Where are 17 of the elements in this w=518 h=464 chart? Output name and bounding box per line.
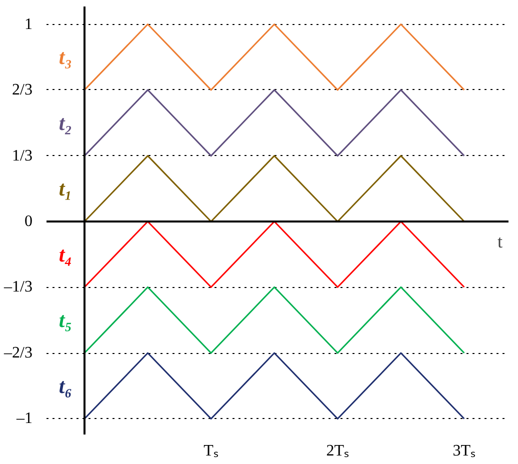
y-tick-label: 0	[24, 212, 32, 230]
x-tick-label: Tₛ	[204, 442, 218, 460]
series-label: t₄	[58, 242, 72, 266]
series-label: t₂	[58, 110, 72, 135]
y-tick-label: –1	[16, 410, 32, 428]
x-tick-label: 3Tₛ	[452, 442, 476, 460]
y-tick-label: 1/3	[12, 147, 33, 164]
x-tick-label: 2Tₛ	[326, 442, 350, 460]
y-tick-label: 1	[24, 16, 32, 33]
series-label: t₅	[58, 308, 72, 332]
x-axis-title: t	[498, 231, 503, 252]
y-tick-label: –1/3	[3, 278, 33, 296]
y-tick-label: –2/3	[3, 344, 33, 362]
series-label: t₃	[58, 45, 72, 70]
series-label: t₁	[58, 176, 72, 201]
series-label: t₆	[58, 374, 72, 398]
y-tick-label: 2/3	[12, 81, 33, 98]
